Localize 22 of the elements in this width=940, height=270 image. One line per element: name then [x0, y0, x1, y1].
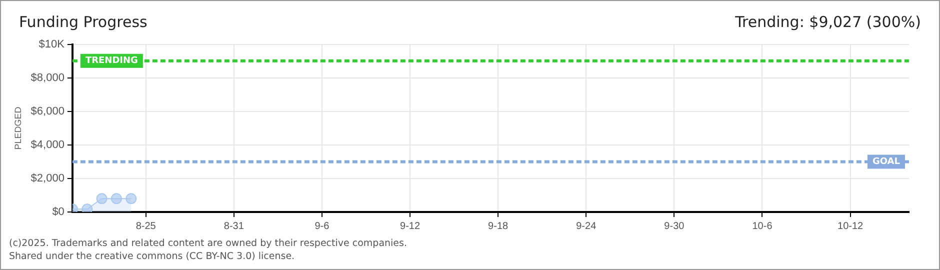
- chart-title: Funding Progress: [19, 13, 148, 31]
- x-tick-label: 9-24: [576, 220, 597, 232]
- y-tick-label: $6,000: [30, 106, 64, 118]
- x-tick-label: 9-30: [664, 220, 685, 232]
- x-tick-label: 9-12: [400, 220, 420, 232]
- ref-line-label: TRENDING: [85, 56, 138, 66]
- x-tick-label: 8-31: [224, 220, 244, 232]
- ref-line-label: GOAL: [872, 157, 900, 168]
- y-tick-label: $10K: [38, 38, 66, 51]
- y-tick-label: $8,000: [30, 72, 64, 84]
- y-tick-label: $0: [52, 206, 64, 218]
- x-tick-label: 9-6: [314, 220, 330, 232]
- y-tick-label: $2,000: [30, 172, 64, 185]
- chart-subtitle: Trending: $9,027 (300%): [735, 13, 921, 31]
- text: (c)2025. Trademarks and related content are owned by their respective companies.: [9, 237, 407, 250]
- x-tick-label: 10-6: [752, 220, 773, 232]
- x-tick-label: 8-25: [136, 220, 156, 232]
- x-tick-label: 10-12: [838, 220, 864, 232]
- y-tick-label: $4,000: [30, 139, 64, 152]
- text: Shared under the creative commons (CC BY-NC 3.0) license.: [9, 250, 296, 263]
- y-axis-title: PLEDGED: [12, 106, 23, 150]
- x-tick-label: 9-18: [488, 220, 509, 232]
